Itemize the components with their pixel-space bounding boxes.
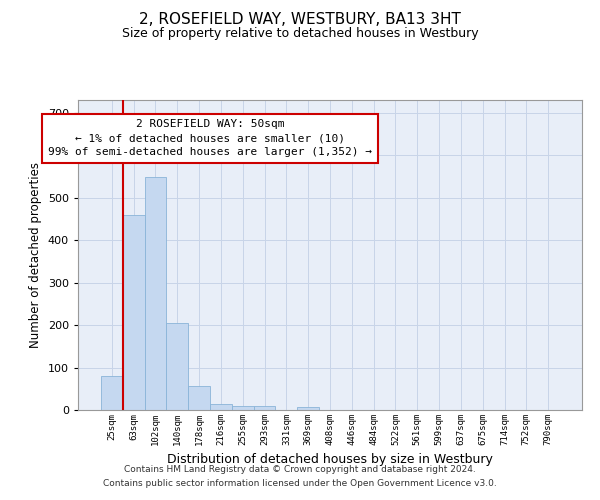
Text: Contains HM Land Registry data © Crown copyright and database right 2024.
Contai: Contains HM Land Registry data © Crown c… <box>103 466 497 487</box>
Bar <box>210 404 232 410</box>
Bar <box>166 324 188 410</box>
Bar <box>101 376 123 410</box>
Bar <box>188 386 210 410</box>
Bar <box>123 214 145 410</box>
Y-axis label: Number of detached properties: Number of detached properties <box>29 162 42 348</box>
Bar <box>145 178 166 410</box>
Bar <box>232 406 254 410</box>
Text: Size of property relative to detached houses in Westbury: Size of property relative to detached ho… <box>122 28 478 40</box>
Bar <box>297 406 319 410</box>
X-axis label: Distribution of detached houses by size in Westbury: Distribution of detached houses by size … <box>167 454 493 466</box>
Text: 2 ROSEFIELD WAY: 50sqm
← 1% of detached houses are smaller (10)
99% of semi-deta: 2 ROSEFIELD WAY: 50sqm ← 1% of detached … <box>48 119 372 157</box>
Bar <box>254 406 275 410</box>
Text: 2, ROSEFIELD WAY, WESTBURY, BA13 3HT: 2, ROSEFIELD WAY, WESTBURY, BA13 3HT <box>139 12 461 28</box>
